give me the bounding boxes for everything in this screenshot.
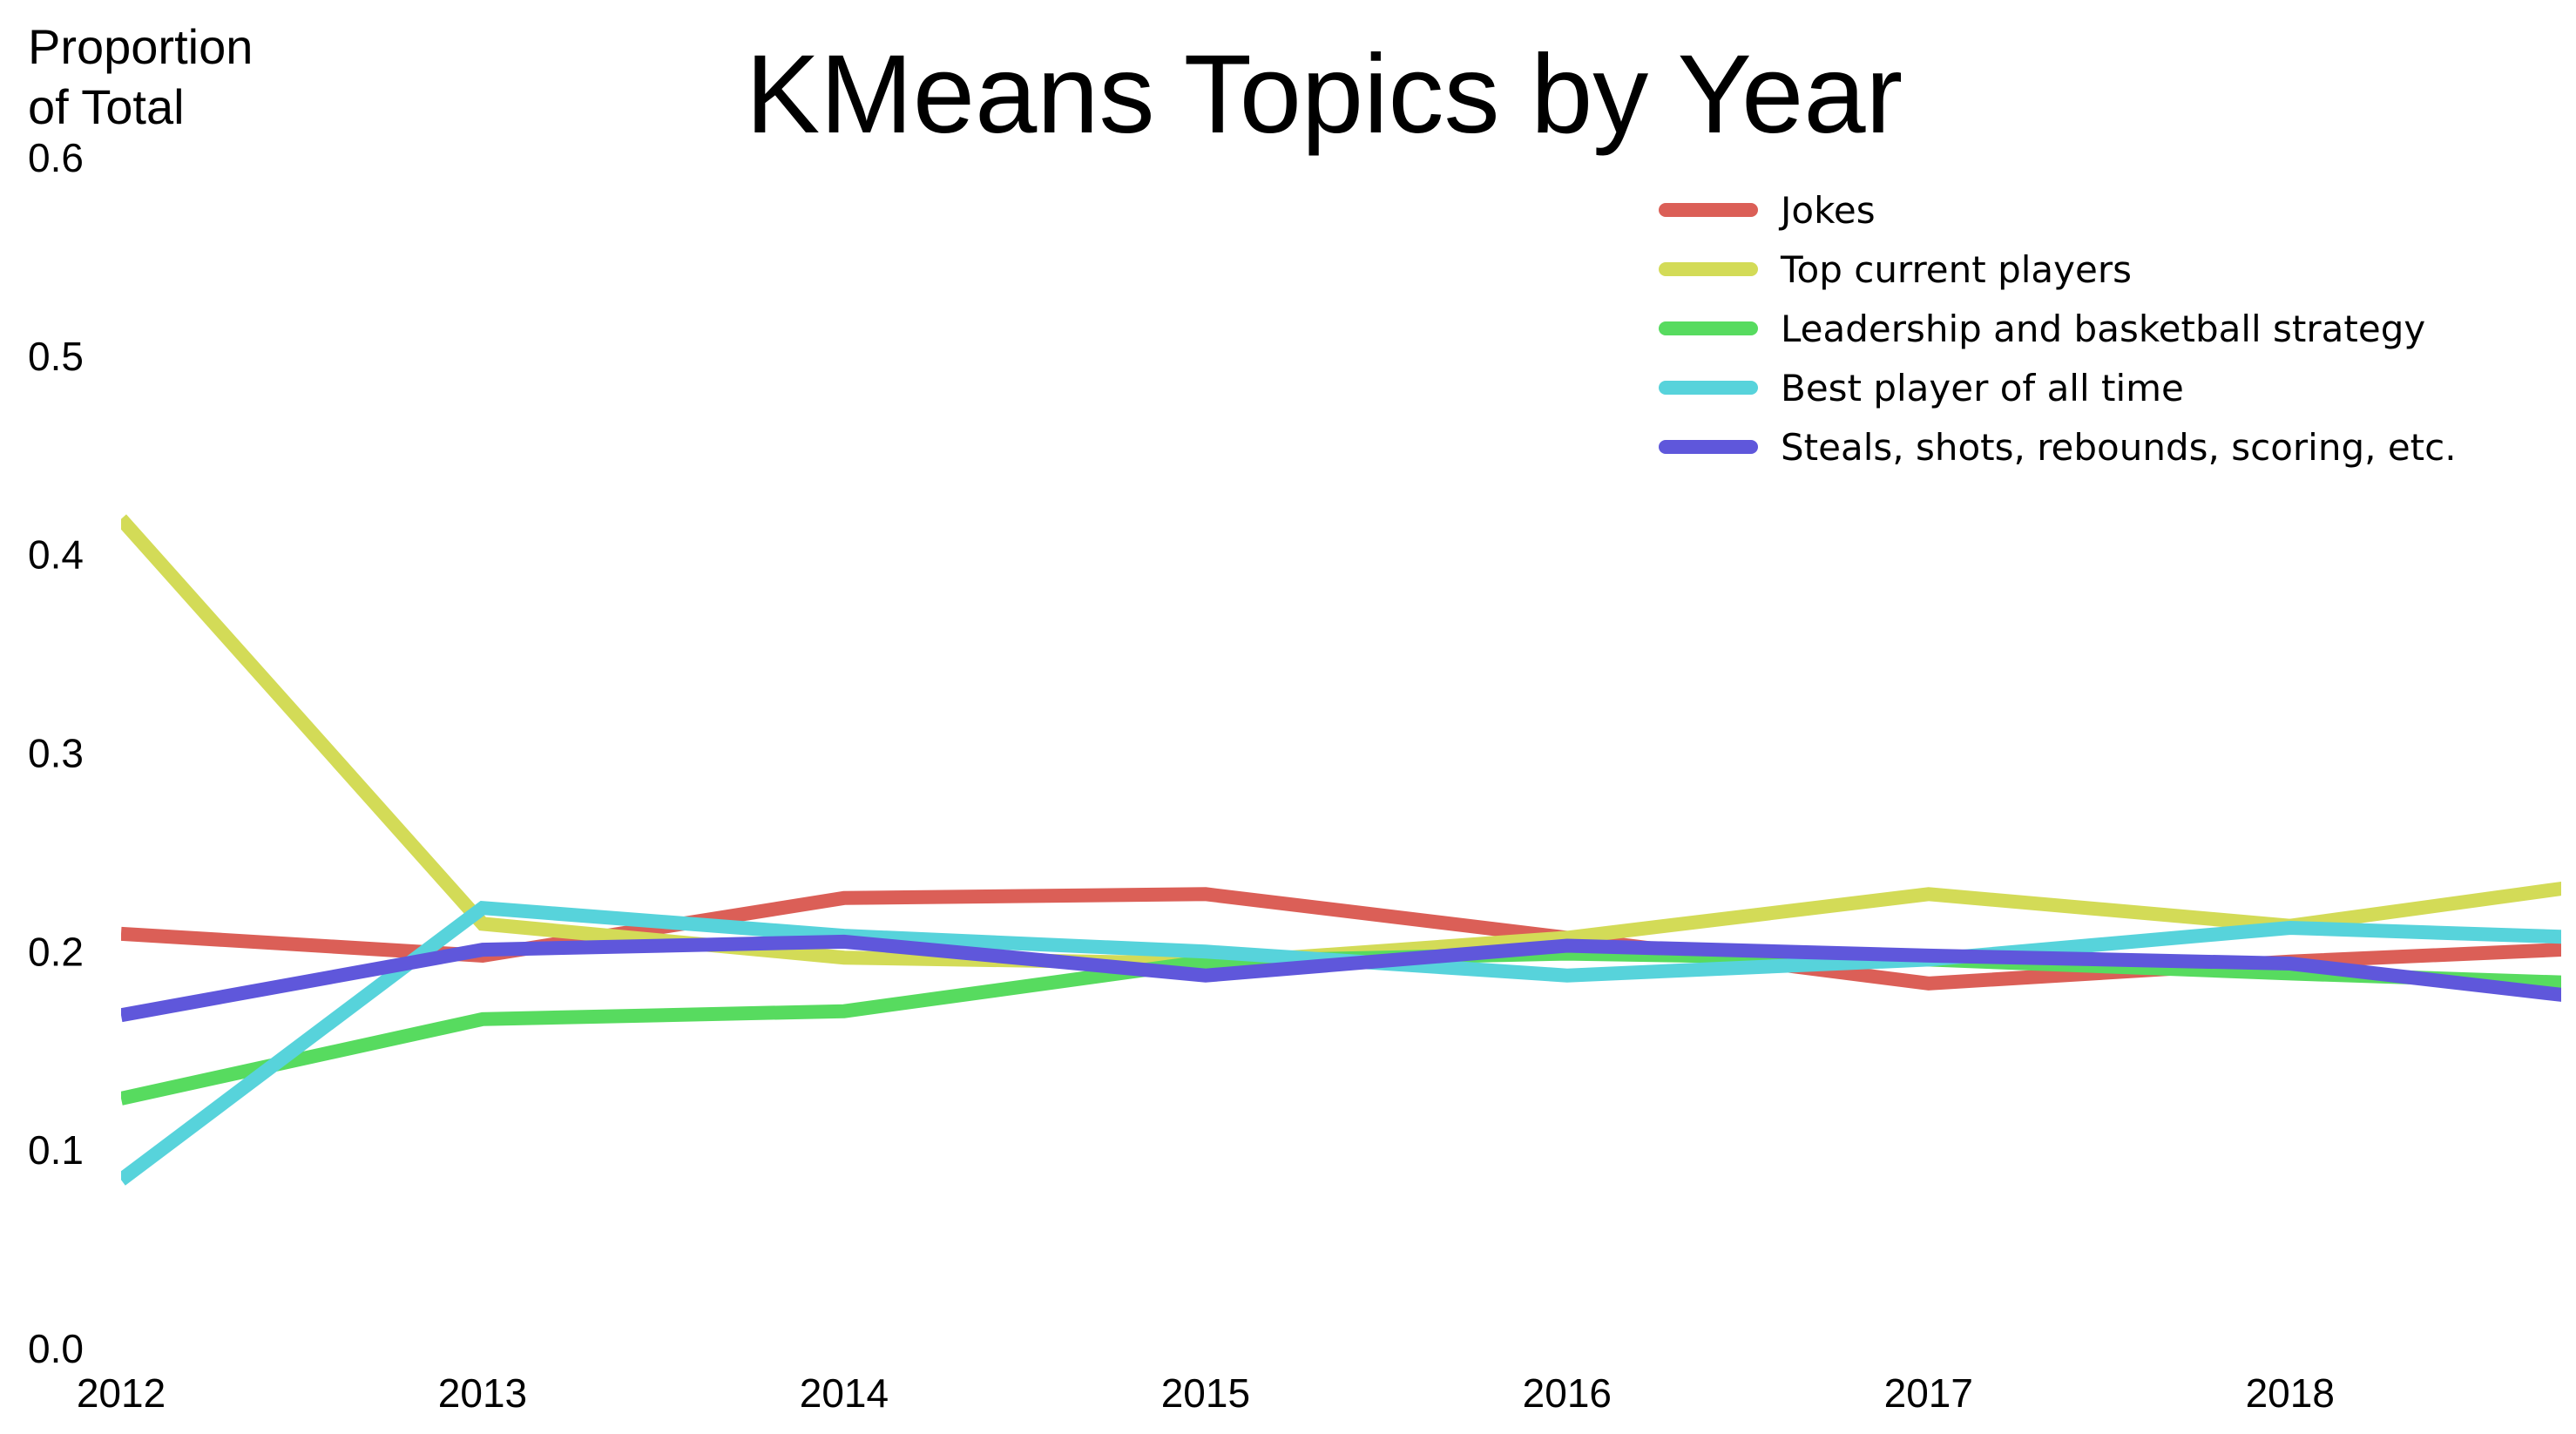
y-tick-label: 0.1	[28, 1127, 84, 1173]
series-line-5	[121, 934, 2561, 1023]
legend-label: Steals, shots, rebounds, scoring, etc.	[1781, 426, 2457, 469]
legend-label: Jokes	[1778, 189, 1876, 232]
plot-area	[121, 514, 2561, 1186]
series-line-3	[121, 946, 2561, 1106]
y-tick-label: 0.0	[28, 1326, 84, 1371]
y-tick-label: 0.5	[28, 334, 84, 379]
legend-label: Best player of all time	[1781, 367, 2184, 409]
x-tick-label: 2015	[1161, 1370, 1250, 1416]
x-tick-label: 2013	[438, 1370, 527, 1416]
y-tick-label: 0.6	[28, 135, 84, 180]
y-tick-label: 0.4	[28, 532, 84, 578]
x-axis-ticks: 2012 2013 2014 2015 2016 2017 2018	[77, 1370, 2335, 1416]
y-tick-label: 0.2	[28, 929, 84, 974]
x-tick-label: 2016	[1523, 1370, 1612, 1416]
x-tick-label: 2014	[800, 1370, 889, 1416]
y-axis-label-line2: of Total	[28, 79, 185, 134]
x-tick-label: 2017	[1884, 1370, 1973, 1416]
legend-label: Leadership and basketball strategy	[1781, 308, 2425, 350]
y-axis-label-line1: Proportion	[28, 19, 253, 74]
y-tick-label: 0.3	[28, 731, 84, 776]
x-tick-label: 2012	[77, 1370, 166, 1416]
x-tick-label: 2018	[2246, 1370, 2335, 1416]
chart-title: KMeans Topics by Year	[746, 32, 1903, 157]
series-line-2	[121, 514, 2561, 971]
legend-label: Top current players	[1780, 248, 2132, 291]
y-axis-ticks: 0.0 0.1 0.2 0.3 0.4 0.5 0.6	[28, 135, 84, 1371]
legend: Jokes Top current players Leadership and b…	[1659, 189, 2457, 469]
